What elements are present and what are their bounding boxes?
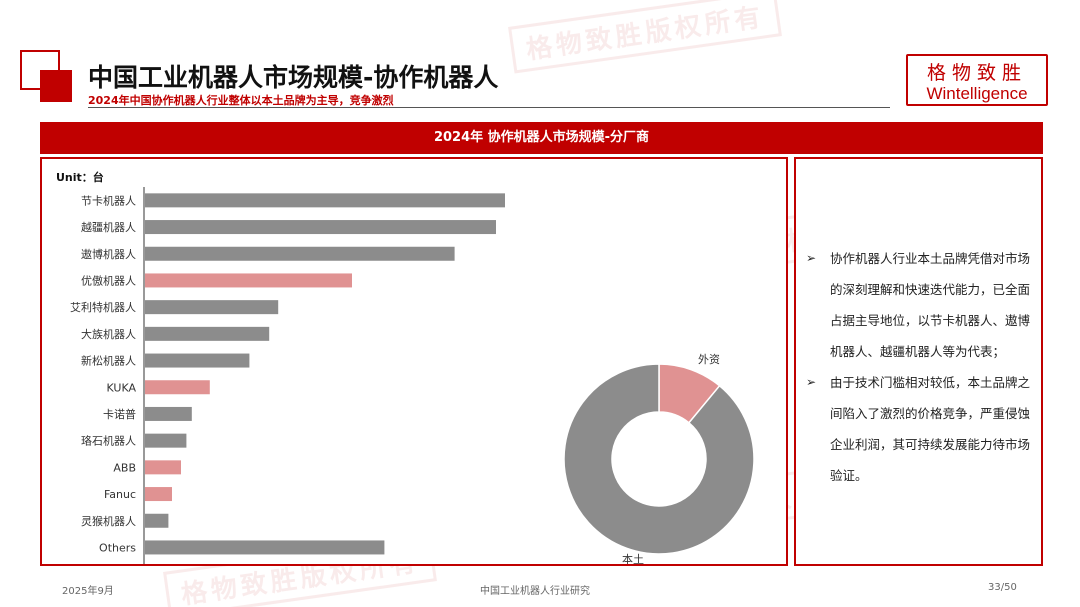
bullet-item: ➢ 协作机器人行业本土品牌凭借对市场的深刻理解和快速迭代能力，已全面占据主导地位，…	[806, 243, 1038, 367]
category-label: 卡诺普	[103, 407, 136, 421]
bullet-list: ➢ 协作机器人行业本土品牌凭借对市场的深刻理解和快速迭代能力，已全面占据主导地位，…	[806, 243, 1038, 491]
section-banner: 2024年 协作机器人市场规模-分厂商	[40, 122, 1043, 154]
category-label: 灵猴机器人	[81, 514, 136, 528]
footer-date: 2025年9月	[62, 586, 114, 597]
bar-4	[145, 300, 279, 315]
page-number: 33/50	[988, 582, 1017, 593]
category-label: 优傲机器人	[81, 273, 136, 287]
category-label: 新松机器人	[81, 354, 136, 368]
bar-3	[145, 273, 352, 288]
category-label: Others	[99, 541, 136, 554]
category-label: 艾利特机器人	[70, 300, 136, 314]
bullet-text: 由于技术门槛相对较低，本土品牌之间陷入了激烈的价格竞争，严重侵蚀企业利润，其可持…	[830, 375, 1031, 483]
page-subtitle: 2024年中国协作机器人行业整体以本土品牌为主导，竞争激烈	[88, 94, 394, 107]
category-label: 越疆机器人	[81, 220, 136, 234]
chart-panel: Unit：台 节卡机器人越疆机器人遨博机器人优傲机器人艾利特机器人大族机器人新松…	[40, 157, 788, 566]
arrow-bullet-icon: ➢	[806, 375, 817, 389]
unit-label: Unit：台	[56, 171, 104, 184]
category-label: 节卡机器人	[81, 193, 136, 207]
category-label: Fanuc	[104, 488, 136, 501]
arrow-bullet-icon: ➢	[806, 251, 817, 265]
title-decoration-fill	[40, 70, 72, 102]
bar-11	[145, 487, 172, 502]
category-label: 大族机器人	[81, 327, 136, 341]
page-title: 中国工业机器人市场规模-协作机器人	[88, 63, 499, 92]
bar-2	[145, 246, 455, 261]
bar-9	[145, 433, 187, 448]
bar-13	[145, 540, 385, 555]
donut-slice-1	[563, 363, 755, 555]
logo-text-cn: 格物致胜	[926, 62, 1027, 84]
category-label: ABB	[113, 461, 136, 474]
bar-12	[145, 513, 169, 528]
footer-title: 中国工业机器人行业研究	[480, 586, 590, 597]
bar-6	[145, 353, 250, 368]
bar-8	[145, 406, 192, 421]
bar-10	[145, 460, 181, 475]
commentary-panel: ➢ 协作机器人行业本土品牌凭借对市场的深刻理解和快速迭代能力，已全面占据主导地位，…	[794, 157, 1043, 566]
bullet-item: ➢ 由于技术门槛相对较低，本土品牌之间陷入了激烈的价格竞争，严重侵蚀企业利润，其可…	[806, 367, 1038, 491]
bar-0	[145, 193, 505, 208]
category-label: KUKA	[106, 381, 136, 394]
bar-7	[145, 380, 210, 395]
logo-text-en: Wintelligence	[926, 84, 1028, 103]
title-divider	[88, 107, 890, 108]
category-label: 遨博机器人	[81, 247, 136, 261]
donut-label: 本土	[622, 552, 644, 564]
brand-logo: 格物致胜 Wintelligence	[906, 54, 1048, 106]
category-label: 珞石机器人	[81, 434, 136, 448]
bar-5	[145, 326, 270, 341]
watermark: 格物致胜版权所有	[508, 0, 782, 74]
bullet-text: 协作机器人行业本土品牌凭借对市场的深刻理解和快速迭代能力，已全面占据主导地位，以…	[830, 251, 1031, 359]
bar-1	[145, 220, 496, 235]
donut-label: 外资	[698, 353, 720, 366]
